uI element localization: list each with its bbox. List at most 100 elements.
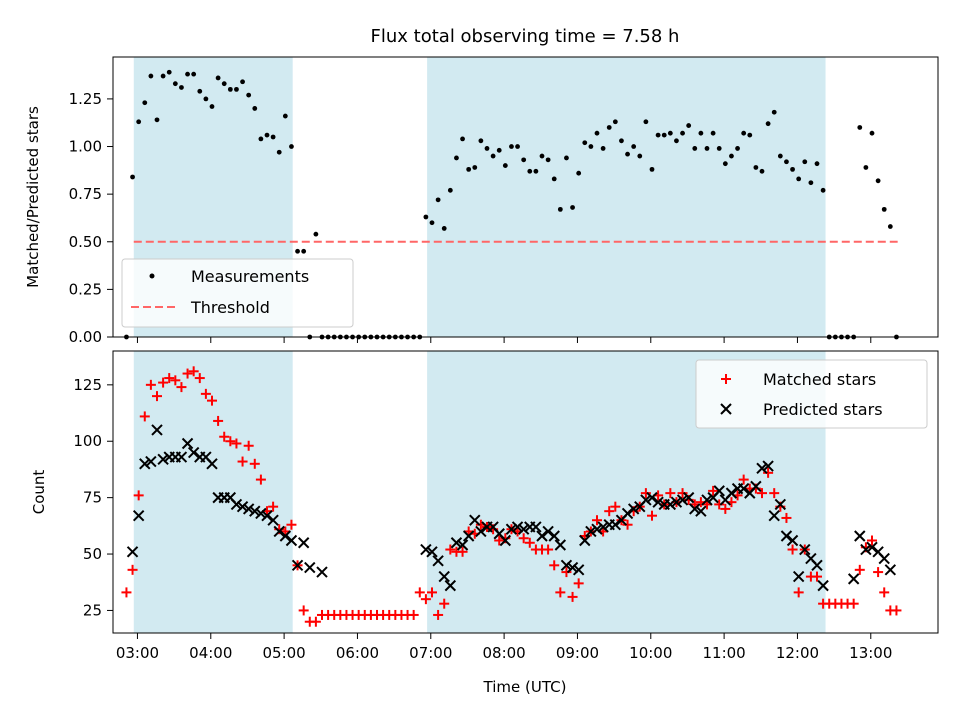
cross-stroke	[725, 487, 738, 499]
cross-stroke	[200, 451, 212, 463]
cross-stroke	[591, 523, 603, 535]
cross-stroke	[676, 494, 689, 506]
measurement-point	[692, 146, 698, 151]
y-tick-label: 100	[73, 432, 102, 450]
predicted-point	[499, 534, 512, 547]
bottom-plot-frame	[112, 350, 939, 634]
measurement-point	[460, 136, 465, 142]
measurement-point	[313, 231, 319, 237]
predicted-point	[762, 460, 774, 472]
matched-point	[891, 605, 902, 616]
predicted-stars-series	[126, 424, 897, 592]
matched-point	[873, 567, 884, 578]
predicted-point	[126, 546, 139, 558]
measurement-point	[276, 149, 282, 155]
y-tick-label: 125	[73, 376, 102, 394]
predicted-point	[621, 507, 634, 520]
cross-stroke	[609, 519, 622, 531]
predicted-point	[530, 521, 542, 533]
measurement-point	[160, 73, 166, 79]
predicted-point	[786, 534, 799, 547]
cross-stroke	[756, 462, 768, 475]
matched-point	[708, 485, 719, 496]
x-tick-label: 04:00	[189, 644, 232, 662]
matched-point	[243, 440, 254, 451]
matched-point	[145, 379, 156, 390]
x-tick-label: 05:00	[262, 644, 305, 662]
cross-stroke	[224, 491, 237, 504]
measurement-point	[551, 176, 557, 182]
measurements-legend-label: Measurements	[191, 267, 309, 286]
predicted-point	[847, 573, 860, 585]
measurement-point	[454, 155, 459, 161]
cross-stroke	[444, 579, 457, 592]
matched-point	[543, 544, 554, 555]
matched-point	[231, 438, 242, 449]
cross-stroke	[145, 455, 157, 468]
cross-stroke	[255, 507, 267, 520]
cross-stroke	[572, 564, 585, 576]
measurement-point	[136, 119, 142, 125]
matched-point	[249, 458, 260, 469]
predicted-point	[304, 561, 316, 574]
predicted-point	[652, 496, 664, 508]
measurement-point	[887, 224, 893, 229]
matched-point	[127, 564, 138, 575]
predicted-point	[236, 500, 249, 513]
matched-point	[439, 598, 450, 609]
cross-stroke	[511, 521, 524, 533]
x-tick-label: 12:00	[776, 644, 819, 662]
cross-stroke	[670, 496, 683, 508]
measurement-point	[484, 146, 490, 151]
predicted-point	[249, 505, 261, 517]
measurement-point	[533, 168, 539, 174]
cross-stroke	[493, 528, 505, 540]
cross-stroke	[438, 570, 450, 583]
cross-stroke	[132, 509, 145, 522]
cross-stroke	[780, 530, 793, 542]
top-legend-box	[121, 258, 354, 328]
matched-point	[812, 571, 822, 582]
measurement-point	[588, 144, 594, 149]
predicted-point	[469, 514, 481, 526]
measurement-point	[472, 165, 478, 170]
predicted-point	[279, 530, 292, 542]
measurement-point	[447, 187, 453, 193]
predicted-legend-label: Predicted stars	[763, 400, 883, 419]
predicted-point	[811, 559, 823, 572]
cross-stroke	[860, 543, 872, 556]
matched-point	[225, 436, 236, 447]
x-tick-label: 09:00	[556, 644, 599, 662]
measurement-point	[545, 157, 551, 163]
predicted-point	[145, 455, 157, 468]
cross-stroke	[792, 570, 805, 583]
predicted-point	[432, 555, 444, 567]
predicted-point	[737, 482, 750, 495]
predicted-point	[175, 451, 188, 463]
cross-stroke	[811, 559, 823, 572]
measurement-point	[172, 81, 178, 87]
measurement-point	[258, 136, 264, 142]
matched-point	[433, 609, 444, 620]
bottom-y-axis-label: Count	[30, 470, 48, 515]
cross-stroke	[175, 451, 188, 463]
predicted-point	[817, 579, 829, 592]
measurement-point	[576, 170, 582, 176]
measurement-point	[765, 121, 771, 127]
measurement-point	[814, 161, 820, 167]
matched-point	[622, 519, 633, 530]
matched-point	[567, 591, 578, 602]
predicted-point	[420, 543, 432, 556]
predicted-point	[450, 537, 463, 549]
predicted-point	[860, 543, 872, 556]
measurement-point	[796, 176, 802, 182]
cross-stroke	[866, 541, 878, 553]
matched-point	[414, 587, 425, 598]
measurement-point	[698, 130, 704, 136]
measurement-point	[185, 71, 190, 77]
bottom-y-ticks: 25 50 75 100 125	[73, 376, 113, 619]
cross-stroke	[187, 446, 200, 459]
matched-point	[640, 488, 651, 499]
y-tick-label: 0.50	[69, 233, 102, 251]
